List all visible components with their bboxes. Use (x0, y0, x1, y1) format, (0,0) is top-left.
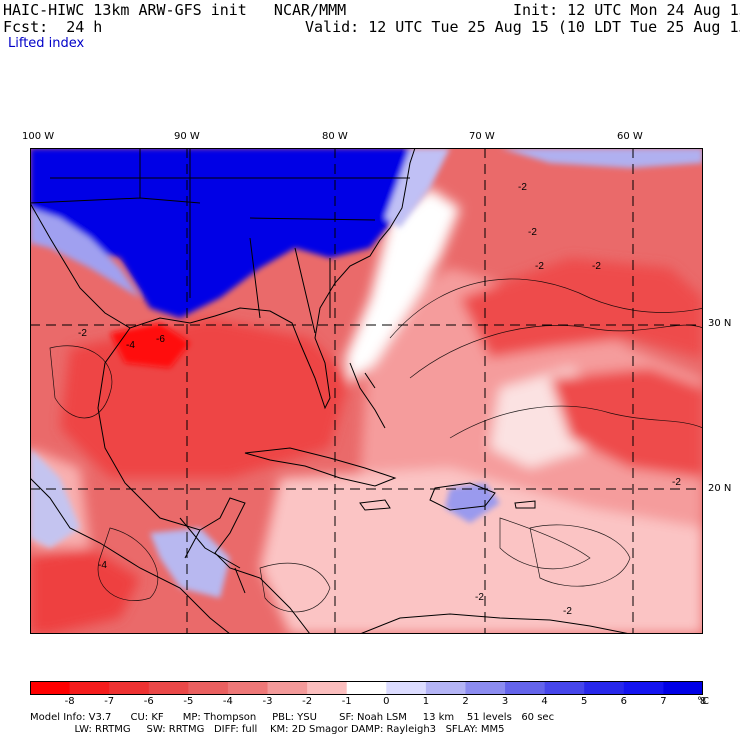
field-patch-deep-pacific (30, 548, 140, 634)
coast-cuba (244, 447, 397, 487)
forecast-hour: Fcst: 24 h (3, 18, 103, 36)
colorbar-tick-label: 3 (501, 696, 509, 707)
colorbar-tick-label: -8 (64, 696, 75, 707)
colorbar-tick-label: 5 (581, 696, 588, 707)
field-name: Lifted index (8, 36, 85, 51)
lon-label-60w: 60 W (617, 131, 643, 142)
contour-label: -2 (672, 477, 681, 488)
model-info-line2: LW: RRTMG SW: RRTMG DIFF: full KM: 2D Sm… (30, 724, 505, 735)
colorbar-tick-label: -6 (143, 696, 154, 707)
colorbar-cell (663, 681, 703, 695)
field-patch-stable-northeast (500, 148, 703, 168)
colorbar-cell (109, 681, 150, 695)
colorbar-cell (148, 681, 189, 695)
colorbar-tick-label: 0 (383, 696, 390, 707)
contour-label: -6 (156, 334, 165, 345)
field-patch-stable-north (30, 148, 410, 318)
colorbar-cell (386, 681, 427, 695)
contour-label: -2 (592, 261, 601, 272)
contour-label: -2 (78, 328, 87, 339)
field-patch-stable-southwest (30, 448, 80, 548)
field-patch-stable-centralamerica (150, 528, 230, 598)
coast-pacific-mexico (30, 477, 231, 634)
colorbar-cell (465, 681, 506, 695)
contour-label: -2 (535, 261, 544, 272)
colorbar-cell (69, 681, 110, 695)
map-frame (30, 148, 703, 634)
colorbar-unit: °C (697, 696, 709, 707)
lon-label-80w: 80 W (322, 131, 348, 142)
field-patch-deep-gulf (60, 318, 350, 478)
colorbar-tick-label: 4 (541, 696, 548, 707)
field-patch-stable-atlantic-edge (385, 148, 450, 228)
grid-lines (30, 148, 703, 634)
field-patch-max-gulf (110, 323, 190, 368)
field-patch-stable-fringe (30, 208, 140, 298)
lon-label-100w: 100 W (22, 131, 55, 142)
colorbar-tick-label: 6 (620, 696, 627, 707)
colorbar-cell (227, 681, 269, 695)
field-patch-deep-atlantic (460, 258, 703, 358)
colorbar-tick-label: 2 (462, 696, 469, 707)
colorbar-tick-label: 1 (422, 696, 430, 707)
colorbar-cell (267, 681, 308, 695)
colorbar-cell (505, 681, 546, 695)
colorbar-cell (30, 681, 71, 695)
colorbar-tick-label: 8 (699, 696, 707, 707)
central-america-borders (179, 517, 246, 594)
lat-label-30n: 30 N (708, 318, 732, 329)
colorbar-cell (188, 681, 229, 695)
field-patch-deep-southeast (550, 368, 703, 478)
contour-label: -2 (563, 606, 572, 617)
colorbar-tick-label: -4 (222, 696, 233, 707)
coast-hispaniola (429, 482, 496, 511)
colorbar-cell (544, 681, 585, 695)
coast-gulf (30, 148, 416, 410)
coast-puerto-rico (514, 500, 536, 509)
coast-jamaica (359, 499, 391, 511)
lifted-index-map: -2 -2 -2 -2 -6 -4 -2 -2 -2 -2 -4 (30, 148, 703, 634)
field-patch-white-channel (345, 188, 460, 383)
coast-south-america (359, 613, 631, 634)
colorbar-cell (623, 681, 664, 695)
colorbar-cell (346, 681, 387, 695)
contour-label: -4 (126, 340, 135, 351)
contour-label: -4 (98, 560, 107, 571)
field-patch-stable-hispaniola (445, 483, 500, 523)
contour-label: -2 (475, 592, 484, 603)
lat-label-20n: 20 N (708, 483, 732, 494)
coastlines (30, 148, 631, 634)
colorbar-tick-label: -2 (302, 696, 313, 707)
contour-lines (49, 278, 703, 613)
state-borders (30, 148, 410, 334)
coast-mexico (97, 327, 311, 634)
lon-label-90w: 90 W (174, 131, 200, 142)
init-time: Init: 12 UTC Mon 24 Aug 15 (513, 1, 740, 19)
colorbar-tick-label: 7 (660, 696, 667, 707)
colorbar-tick-label: -1 (341, 696, 352, 707)
colorbar-cell (584, 681, 625, 695)
model-title: HAIC-HIWC 13km ARW-GFS init NCAR/MMM (3, 1, 347, 19)
contour-label: -2 (518, 182, 527, 193)
colorbar-cell (425, 681, 466, 695)
coast-bahamas (349, 362, 386, 429)
contour-label: -2 (528, 227, 537, 238)
valid-time: Valid: 12 UTC Tue 25 Aug 15 (10 LDT Tue … (305, 18, 740, 36)
colorbar (30, 681, 703, 695)
contour-labels: -2 -2 -2 -2 -6 -4 -2 -2 -2 -2 -4 (78, 182, 681, 617)
colorbar-tick-label: -5 (183, 696, 194, 707)
colorbar-cell (307, 681, 348, 695)
model-info-line1: Model Info: V3.7 CU: KF MP: Thompson PBL… (30, 712, 555, 723)
lon-label-70w: 70 W (469, 131, 495, 142)
colorbar-frame (30, 681, 703, 695)
colorbar-tick-label: -3 (262, 696, 273, 707)
colorbar-tick-label: -7 (104, 696, 115, 707)
